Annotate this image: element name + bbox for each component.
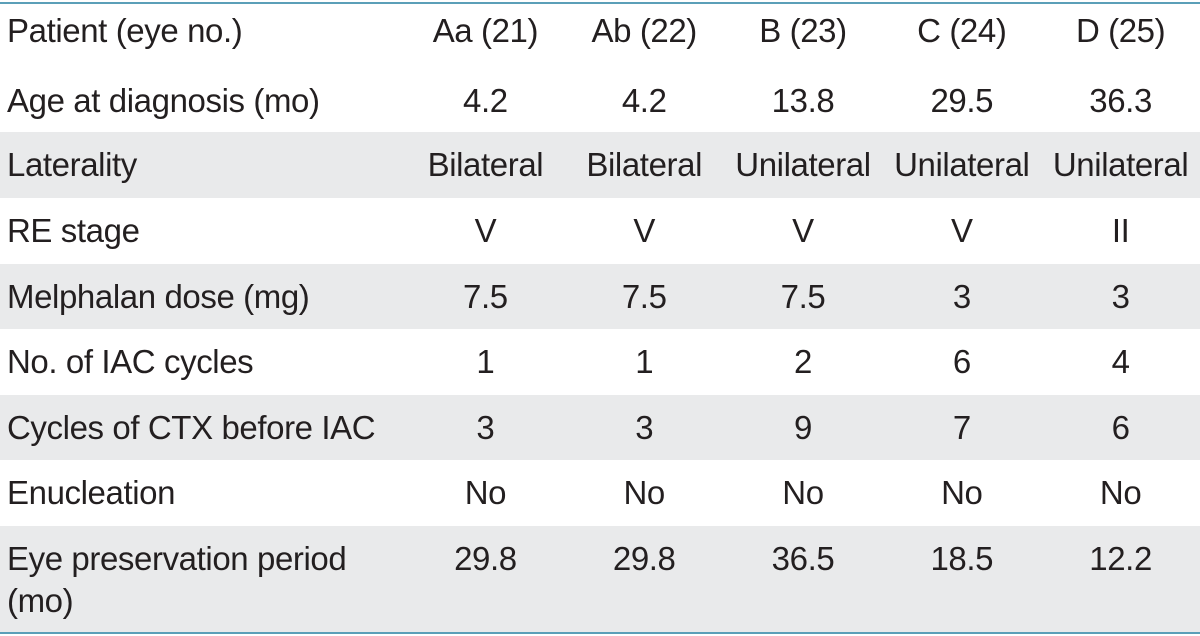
row-value: 3: [635, 409, 654, 446]
row-value: No: [941, 474, 983, 511]
header-label: Patient (eye no.): [7, 12, 243, 49]
table-row: Laterality Bilateral Bilateral Unilatera…: [0, 132, 1200, 198]
top-rule: [0, 2, 1200, 4]
row-value: 3: [1111, 278, 1130, 315]
row-label: No. of IAC cycles: [7, 343, 254, 380]
row-value: 36.5: [771, 540, 835, 577]
header-col-aa: Aa (21): [432, 12, 539, 49]
row-value: 3: [952, 278, 971, 315]
row-value: No: [464, 474, 507, 511]
row-value: No: [1099, 474, 1142, 511]
row-value: No: [782, 474, 824, 511]
row-value: 4: [1111, 343, 1130, 380]
table-row: RE stage V V V V II: [0, 198, 1200, 264]
header-col-b: B (23): [759, 12, 847, 49]
header-col-ab: Ab (22): [591, 12, 697, 49]
table-row: No. of IAC cycles 1 1 2 6 4: [0, 329, 1200, 395]
table-row: Enucleation No No No No No: [0, 460, 1200, 526]
bottom-rule: [0, 632, 1200, 634]
row-value: 7.5: [780, 278, 826, 315]
row-value: 29.5: [930, 82, 994, 119]
row-value: 6: [952, 343, 971, 380]
row-value: V: [633, 212, 655, 249]
row-value: 2: [794, 343, 812, 380]
row-value: II: [1111, 212, 1130, 249]
row-value: Unilateral: [735, 146, 871, 183]
row-label: Enucleation: [7, 474, 176, 511]
table-header-row: Patient (eye no.) Aa (21) Ab (22) B (23)…: [0, 10, 1200, 66]
row-value: 29.8: [612, 540, 676, 577]
row-value: 13.8: [771, 82, 835, 119]
row-value: 18.5: [930, 540, 994, 577]
row-label: Eye preservation period (mo): [0, 538, 406, 622]
row-value: 7.5: [621, 278, 667, 315]
row-value: 4.2: [463, 82, 508, 119]
row-value: 1: [635, 343, 654, 380]
table-row: Cycles of CTX before IAC 3 3 9 7 6: [0, 395, 1200, 460]
row-value: Bilateral: [427, 146, 544, 183]
table-row: Eye preservation period (mo) 29.8 29.8 3…: [0, 526, 1200, 632]
header-col-c: C (24): [917, 12, 1007, 49]
row-label: Cycles of CTX before IAC: [7, 409, 376, 446]
row-value: 4.2: [621, 82, 667, 119]
row-value: Unilateral: [1052, 146, 1189, 183]
row-label: Melphalan dose (mg): [7, 278, 310, 315]
row-label-line1: Eye preservation period: [7, 540, 347, 577]
row-label: RE stage: [7, 212, 140, 249]
row-value: V: [950, 212, 973, 249]
header-col-d: D (25): [1075, 12, 1166, 49]
row-value: 1: [476, 343, 495, 380]
row-value: 6: [1111, 409, 1130, 446]
table-row: Melphalan dose (mg) 7.5 7.5 7.5 3 3: [0, 264, 1200, 329]
row-value: 7: [952, 409, 971, 446]
table-row: Age at diagnosis (mo) 4.2 4.2 13.8 29.5 …: [0, 72, 1200, 132]
row-value: Bilateral: [586, 146, 702, 183]
row-label: Age at diagnosis (mo): [7, 82, 320, 119]
row-value: No: [623, 474, 666, 511]
row-value: Unilateral: [894, 146, 1030, 183]
row-label: Laterality: [7, 146, 137, 183]
row-value: V: [792, 212, 814, 249]
row-value: 29.8: [454, 540, 517, 577]
row-value: 9: [794, 409, 812, 446]
row-value: 36.3: [1089, 82, 1152, 119]
row-value: 7.5: [463, 278, 508, 315]
row-label-line2: (mo): [7, 582, 74, 619]
row-value: 3: [476, 409, 495, 446]
row-value: V: [474, 212, 497, 249]
row-value: 12.2: [1089, 540, 1152, 577]
